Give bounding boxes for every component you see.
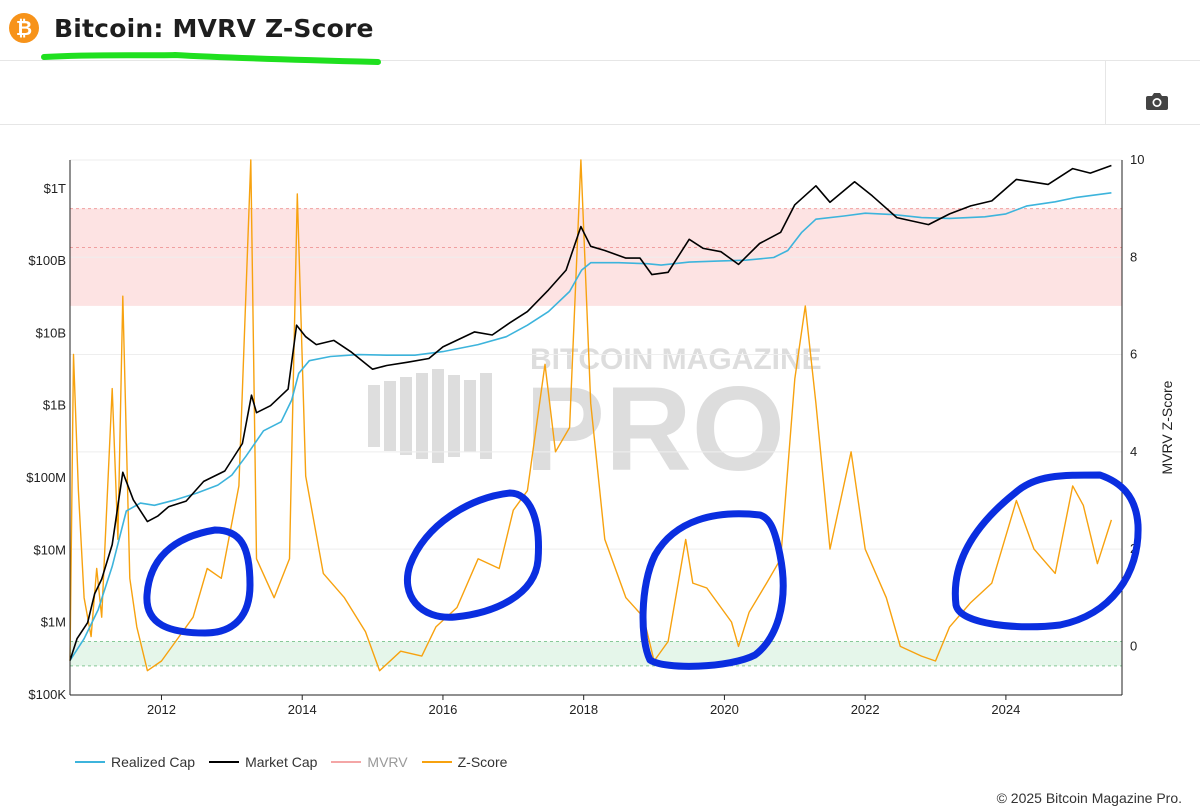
legend-swatch — [421, 761, 452, 763]
series-line-realized-cap — [69, 192, 1112, 661]
legend-label: MVRV — [367, 754, 408, 770]
left-tick-label: $100B — [28, 253, 66, 268]
grid — [70, 159, 1122, 647]
legend-swatch — [209, 761, 240, 763]
legend-swatch — [331, 761, 362, 763]
copyright-notice: © 2025 Bitcoin Magazine Pro. — [996, 790, 1182, 806]
legend-label: Z-Score — [457, 754, 508, 770]
annotation-circle-2012 — [143, 526, 254, 637]
x-tick-label: 2018 — [569, 702, 598, 717]
chart-area: BITCOIN MAGAZINE PRO $100K $1M $10M $100M $1… — [0, 125, 1200, 745]
legend-item-market-cap[interactable]: Market Cap — [209, 754, 317, 770]
green-zone-band — [70, 641, 1122, 666]
chart-legend: Realized Cap Market Cap MVRV Z-Score — [75, 752, 521, 772]
annotation-circle-2016 — [403, 489, 542, 621]
page-title: Bitcoin: MVRV Z-Score — [54, 14, 374, 43]
watermark: BITCOIN MAGAZINE PRO — [368, 343, 822, 496]
left-tick-label: $1B — [43, 398, 66, 413]
toolbar-divider — [1105, 61, 1106, 124]
header: ₿ Bitcoin: MVRV Z-Score — [0, 0, 1200, 65]
legend-item-realized-cap[interactable]: Realized Cap — [75, 754, 195, 770]
series-line-z-score — [69, 159, 1113, 672]
x-tick-label: 2020 — [710, 702, 739, 717]
right-tick-label: 4 — [1130, 444, 1137, 459]
annotation-circle-2020 — [639, 510, 787, 670]
x-tick-label: 2024 — [991, 702, 1020, 717]
watermark-text-main: PRO — [525, 362, 785, 496]
right-tick-label: 10 — [1130, 152, 1144, 167]
x-tick-label: 2022 — [851, 702, 880, 717]
left-tick-label: $10B — [36, 325, 66, 340]
legend-item-mvrv[interactable]: MVRV — [331, 754, 408, 770]
series-line-market-cap — [69, 164, 1112, 661]
title-underline-annotation — [41, 51, 381, 65]
legend-label: Realized Cap — [111, 754, 196, 770]
series-layer — [69, 159, 1113, 672]
left-tick-label: $1M — [41, 615, 66, 630]
legend-label: Market Cap — [245, 754, 318, 770]
left-tick-label: $100M — [26, 470, 66, 485]
watermark-text-top: BITCOIN MAGAZINE — [530, 343, 822, 376]
watermark-bars-icon — [368, 369, 492, 463]
right-tick-label: 0 — [1130, 638, 1137, 653]
left-tick-label: $1T — [44, 181, 66, 196]
right-tick-label: 8 — [1130, 249, 1137, 264]
x-tick-label: 2012 — [147, 702, 176, 717]
annotation-circle-2024 — [951, 471, 1142, 631]
bitcoin-logo-icon: ₿ — [9, 13, 39, 43]
camera-icon[interactable] — [1145, 91, 1169, 111]
x-tick-label: 2016 — [428, 702, 457, 717]
hand-drawn-annotations — [143, 471, 1142, 670]
legend-item-z-score[interactable]: Z-Score — [421, 754, 508, 770]
x-tick-label: 2014 — [288, 702, 317, 717]
legend-swatch — [75, 761, 105, 763]
right-axis-title: MVRV Z-Score — [1159, 380, 1175, 474]
mvrv-zscore-chart: BITCOIN MAGAZINE PRO $100K $1M $10M $100M $1… — [26, 152, 1175, 717]
right-tick-label: 6 — [1130, 347, 1137, 362]
left-tick-label: $100K — [28, 687, 66, 702]
left-tick-label: $10M — [33, 542, 66, 557]
chart-toolbar — [0, 61, 1200, 125]
